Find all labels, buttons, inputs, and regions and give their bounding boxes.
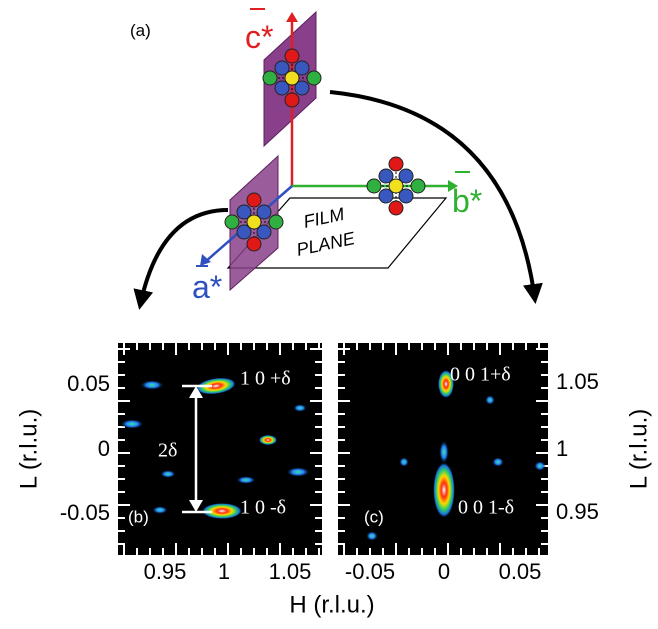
x-tick-label: 0 (438, 559, 450, 584)
axis-label: c* (245, 19, 273, 55)
atom (284, 48, 300, 64)
atom (366, 178, 382, 194)
atom (284, 92, 300, 108)
atom (262, 70, 278, 86)
peak-label: 0 0 1-δ (458, 497, 514, 519)
panel-label: (a) (130, 21, 151, 40)
spot (492, 457, 504, 467)
spot (366, 531, 378, 541)
atom (378, 188, 394, 204)
y-tick-label: 0 (98, 436, 110, 461)
atom (246, 214, 262, 230)
spot (485, 395, 495, 405)
panel-label: (b) (128, 507, 149, 526)
peak-label: 1 0 -δ (240, 497, 286, 519)
axis-label: b* (452, 183, 482, 219)
panel-b: 2δ 1 0 +δ 1 0 -δ (b) 0.95 1 1.05 0.05 0 … (60, 343, 322, 584)
x-tick-label: 0.95 (144, 559, 187, 584)
diagram: (a) c* b* a* FILM PLANE (130, 8, 543, 310)
curved-arrow (133, 208, 229, 310)
x-tick-label: -0.05 (345, 559, 395, 584)
panel-label: (c) (364, 507, 384, 526)
y-axis-label: L (r.l.u.) (625, 409, 652, 489)
atom-groups (224, 48, 426, 252)
atom (246, 192, 262, 208)
atom (388, 178, 404, 194)
spot (286, 467, 310, 477)
y-tick-label: 0.95 (556, 499, 599, 524)
atom (410, 178, 426, 194)
frame-ticks (118, 343, 322, 555)
atom (378, 168, 394, 184)
y-tick-label: 0.05 (67, 371, 110, 396)
x-tick-label: 1 (218, 559, 230, 584)
spot (236, 476, 256, 484)
spot (293, 404, 307, 412)
spot (439, 440, 449, 464)
y-tick-label: -0.05 (60, 500, 110, 525)
x-tick-label: 0.05 (499, 559, 542, 584)
arrowhead (448, 180, 458, 192)
atom (274, 80, 290, 96)
spot (399, 457, 409, 467)
peak-spot (196, 377, 236, 395)
spot (152, 506, 168, 514)
spot (120, 419, 144, 429)
atom (284, 70, 300, 86)
atom (294, 80, 310, 96)
atom (256, 224, 272, 240)
curved-arrow (329, 90, 543, 304)
atom (236, 224, 252, 240)
arrowhead (200, 254, 211, 266)
peak-spot (202, 503, 242, 519)
peak-label: 1 0 +δ (240, 368, 291, 390)
peak-spot (438, 370, 454, 398)
atom (236, 204, 252, 220)
panel-c: 0 0 1+δ 0 0 1-δ (c) -0.05 0 0.05 1.05 1 … (338, 343, 599, 584)
atom (294, 60, 310, 76)
arrowhead (286, 12, 298, 22)
spot (259, 435, 277, 445)
peak-spot (433, 462, 455, 518)
y-tick-label: 1 (556, 436, 568, 461)
atom (246, 236, 262, 252)
atom (388, 156, 404, 172)
peak-label: 0 0 1+δ (450, 364, 511, 386)
arrowhead (189, 386, 203, 398)
spacing-label: 2δ (158, 440, 177, 462)
arrowhead (189, 500, 203, 512)
spot (534, 461, 546, 471)
axis-label: a* (192, 269, 222, 305)
atom (306, 70, 322, 86)
spot (160, 470, 176, 478)
y-tick-label: 1.05 (556, 369, 599, 394)
frame-ticks (338, 343, 548, 555)
atom (388, 200, 404, 216)
atom (256, 204, 272, 220)
atom (398, 168, 414, 184)
y-axis-label: L (r.l.u.) (15, 409, 42, 489)
spot (140, 380, 164, 390)
atom (268, 214, 284, 230)
atom (274, 60, 290, 76)
x-tick-label: 1.05 (269, 559, 312, 584)
atom (224, 214, 240, 230)
x-axis-label: H (r.l.u.) (289, 591, 374, 618)
atom (398, 188, 414, 204)
